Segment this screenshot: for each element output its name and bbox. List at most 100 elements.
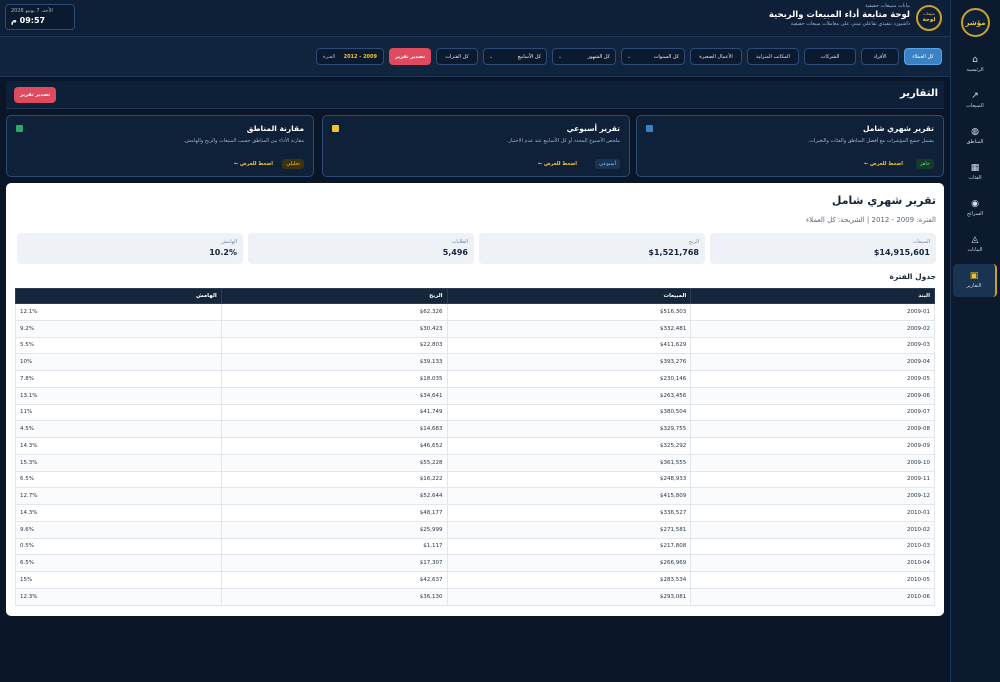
card-view-link[interactable]: اضغط للعرض ← — [864, 161, 903, 167]
column-header[interactable]: الهامش — [15, 288, 222, 304]
kpi-label: الهامش — [221, 239, 237, 245]
year-select[interactable]: كل السنوات ⌄ — [621, 48, 685, 65]
sidebar-item-grid[interactable]: ▦ الفئات — [953, 156, 997, 189]
table-cell: 9.2% — [15, 319, 222, 338]
card-description: يشمل جميع المؤشرات مع أفضل المناطق والفئ… — [807, 138, 934, 144]
table-row: 2009-11 $248,933 $16,222 6.5% — [15, 470, 935, 489]
column-header[interactable]: البند — [690, 288, 935, 304]
sidebar-item-label: الفئات — [968, 175, 982, 181]
clock-time: 09:57 م — [11, 16, 46, 25]
sidebar-item-trend[interactable]: ↗ المبيعات — [953, 84, 997, 117]
table-cell: $25,999 — [220, 520, 448, 539]
kpi-card: الطلبات 5,496 — [248, 233, 474, 264]
column-header[interactable]: الربح — [220, 288, 448, 304]
table-cell: 12.1% — [15, 303, 222, 321]
table-row: 2010-05 $283,534 $42,637 15% — [15, 571, 935, 589]
sidebar-item-data[interactable]: ◬ البيانات — [953, 228, 997, 261]
table-cell: 2010-02 — [690, 520, 935, 539]
table-cell: $30,423 — [220, 319, 448, 338]
table-cell: $516,303 — [446, 303, 692, 321]
home-icon: ⌂ — [972, 55, 978, 65]
table-cell: 2009-09 — [690, 437, 935, 455]
segment-home-offices[interactable]: المكاتب المنزلية — [747, 48, 799, 65]
sidebar-item-globe[interactable]: ◍ المناطق — [953, 120, 997, 153]
chevron-down-icon: ⌄ — [558, 53, 563, 60]
table-cell: $42,637 — [220, 571, 448, 589]
report-icon — [646, 125, 653, 132]
table-cell: $36,130 — [220, 587, 448, 606]
globe-icon: ◍ — [971, 127, 979, 137]
table-cell: $55,228 — [220, 453, 448, 472]
report-icon — [16, 125, 23, 132]
chevron-down-icon: ⌄ — [627, 53, 632, 60]
header-subtitle: بيانات سبيعات حقيقية — [865, 3, 910, 9]
table-row: 2009-07 $380,504 $41,749 11% — [15, 403, 935, 422]
sidebar-nav: ⌂ الرئيسية ↗ المبيعات ◍ المناطق ▦ الفئات ◉ السرائ… — [950, 45, 1000, 297]
report-icon: ▣ — [969, 271, 979, 281]
reports-title: التقارير — [900, 88, 938, 99]
table-row: 2010-06 $293,081 $36,130 12.3% — [15, 587, 935, 606]
table-cell: 15% — [15, 571, 222, 589]
table-row: 2010-04 $266,969 $17,307 6.5% — [15, 554, 935, 572]
table-cell: 15.3% — [15, 453, 222, 472]
card-badge: جاهز — [915, 159, 934, 169]
table-cell: 2010-01 — [690, 504, 935, 522]
table-row: 2009-05 $230,146 $18,035 7.8% — [15, 370, 935, 388]
table-cell: 2010-03 — [690, 537, 935, 556]
table-cell: $263,456 — [446, 386, 692, 405]
table-cell: $266,969 — [446, 554, 692, 572]
report-icon — [332, 125, 339, 132]
kpi-card: الهامش 10.2% — [17, 233, 243, 264]
kpi-value: 5,496 — [442, 248, 468, 257]
month-select-value: كل الشهور — [587, 53, 610, 60]
table-cell: $415,809 — [446, 487, 692, 505]
segment-individuals[interactable]: الأفراد — [861, 48, 899, 65]
table-cell: 5.5% — [15, 336, 222, 355]
logo-top-text: مبيعات — [923, 11, 935, 17]
report-meta: الفترة: 2009 - 2012 | الشريحة: كل العملا… — [805, 216, 936, 224]
report-card[interactable]: مقارنة المناطق مقارنة الأداء بين المناطق … — [6, 115, 314, 177]
table-row: 2010-03 $217,808 $1,117 0.5% — [15, 537, 935, 556]
week-select[interactable]: كل الأسابيع ⌄ — [483, 48, 547, 65]
report-card[interactable]: تقرير أسبوعي ملخص الأسبوع المحدد أو كل ال… — [322, 115, 630, 177]
report-title: تقرير شهري شامل — [831, 194, 936, 207]
table-row: 2009-12 $415,809 $52,644 12.7% — [15, 487, 935, 505]
segment-companies[interactable]: الشركات — [804, 48, 856, 65]
sidebar-item-home[interactable]: ⌂ الرئيسية — [953, 48, 997, 81]
month-select[interactable]: كل الشهور ⌄ — [552, 48, 616, 65]
kpi-value: $1,521,768 — [648, 248, 699, 257]
period-label: الفترة — [323, 53, 336, 60]
segment-small-business[interactable]: الأعمال الصغيرة — [690, 48, 742, 65]
report-card[interactable]: تقرير شهري شامل يشمل جميع المؤشرات مع أفض… — [636, 115, 944, 177]
kpi-card: المبيعات $14,915,601 — [710, 233, 936, 264]
period-value: 2009 - 2012 — [343, 53, 377, 60]
table-cell: $39,133 — [220, 353, 448, 371]
table-cell: 11% — [15, 403, 222, 422]
table-cell: 12.7% — [15, 487, 222, 505]
sidebar-item-label: التقارير — [966, 283, 982, 289]
clock-date: الأحد، 7 يونيو 2026 — [11, 8, 53, 14]
sidebar-item-target[interactable]: ◉ السرائح — [953, 192, 997, 225]
table-row: 2009-03 $411,629 $22,803 5.5% — [15, 336, 935, 355]
card-view-link[interactable]: اضغط للعرض ← — [538, 161, 577, 167]
export-report-button[interactable]: تصدير تقرير — [389, 48, 431, 65]
table-row: 2010-02 $271,581 $25,999 9.6% — [15, 520, 935, 539]
table-cell: 2009-08 — [690, 420, 935, 438]
table-cell: 4.5% — [15, 420, 222, 438]
kpi-label: الطلبات — [451, 239, 468, 245]
sidebar-item-report[interactable]: ▣ التقارير — [953, 264, 997, 297]
kpi-label: الربح — [688, 239, 699, 245]
segment-all-customers[interactable]: كل العملاء — [904, 48, 942, 65]
year-select-value: كل السنوات — [653, 53, 679, 60]
table-cell: 2009-02 — [690, 319, 935, 338]
table-cell: $332,481 — [446, 319, 692, 338]
table-cell: 2009-12 — [690, 487, 935, 505]
table-row: 2009-06 $263,456 $34,641 13.1% — [15, 386, 935, 405]
all-periods-button[interactable]: كل الفترات — [436, 48, 478, 65]
table-cell: 6.5% — [15, 470, 222, 489]
kpi-label: المبيعات — [912, 239, 930, 245]
card-view-link[interactable]: اضغط للعرض ← — [234, 161, 273, 167]
reports-export-button[interactable]: تصدير تقرير — [14, 87, 56, 103]
kpi-value: $14,915,601 — [873, 248, 930, 257]
column-header[interactable]: المبيعات — [446, 288, 692, 304]
